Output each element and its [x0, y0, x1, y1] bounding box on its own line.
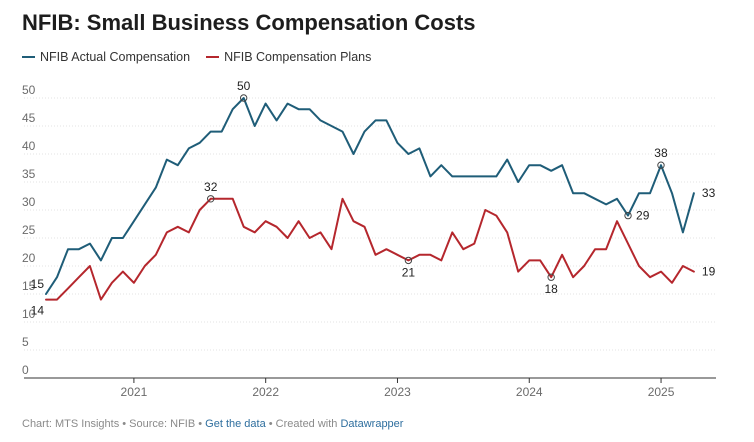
data-label: 32 [204, 180, 218, 194]
chart-title: NFIB: Small Business Compensation Costs [22, 10, 476, 35]
legend-swatch-plans [206, 56, 220, 58]
data-label: 19 [702, 265, 716, 279]
footer-created: • Created with [265, 418, 341, 430]
x-tick-label: 2023 [384, 385, 411, 399]
series-line-plans [45, 197, 695, 301]
legend-item-actual: NFIB Actual Compensation [22, 50, 190, 64]
y-tick-label: 45 [22, 111, 36, 125]
y-tick-label: 30 [22, 195, 36, 209]
annotation-marker [404, 256, 413, 265]
chart-footer: Chart: MTS Insights • Source: NFIB • Get… [22, 418, 403, 430]
y-tick-label: 25 [22, 223, 36, 237]
data-label: 21 [402, 265, 416, 279]
datawrapper-link[interactable]: Datawrapper [340, 418, 404, 430]
data-label: 14 [31, 304, 45, 318]
get-data-link[interactable]: Get the data [205, 418, 266, 430]
series-line-actual [45, 97, 695, 295]
y-tick-label: 15 [22, 279, 36, 293]
data-label: 33 [702, 186, 716, 200]
chart-legend: NFIB Actual Compensation NFIB Compensati… [22, 50, 371, 64]
legend-swatch-actual [22, 56, 35, 58]
y-tick-label: 50 [22, 83, 36, 97]
legend-label-actual: NFIB Actual Compensation [40, 50, 191, 64]
annotation-marker [207, 195, 215, 203]
x-tick-label: 2022 [252, 385, 279, 399]
annotation-marker [624, 211, 632, 220]
data-label: 18 [544, 282, 558, 296]
data-label: 29 [636, 209, 650, 223]
annotation-marker [239, 94, 248, 102]
data-label: 15 [31, 277, 45, 291]
y-tick-label: 40 [22, 139, 36, 153]
annotation-marker [547, 273, 555, 281]
annotation-marker [657, 161, 665, 169]
x-tick-label: 2021 [121, 385, 148, 399]
y-tick-label: 0 [22, 363, 29, 377]
footer-source: Chart: MTS Insights • Source: NFIB • [22, 418, 206, 430]
legend-item-plans: NFIB Compensation Plans [206, 50, 371, 64]
y-tick-label: 20 [22, 251, 36, 265]
data-label: 50 [237, 79, 251, 93]
y-tick-label: 35 [22, 167, 36, 181]
x-tick-label: 2024 [516, 385, 543, 399]
x-tick-label: 2025 [648, 385, 675, 399]
y-tick-label: 10 [22, 307, 36, 321]
legend-label-plans: NFIB Compensation Plans [224, 50, 372, 64]
y-tick-label: 5 [22, 335, 29, 349]
data-label: 38 [654, 146, 668, 160]
